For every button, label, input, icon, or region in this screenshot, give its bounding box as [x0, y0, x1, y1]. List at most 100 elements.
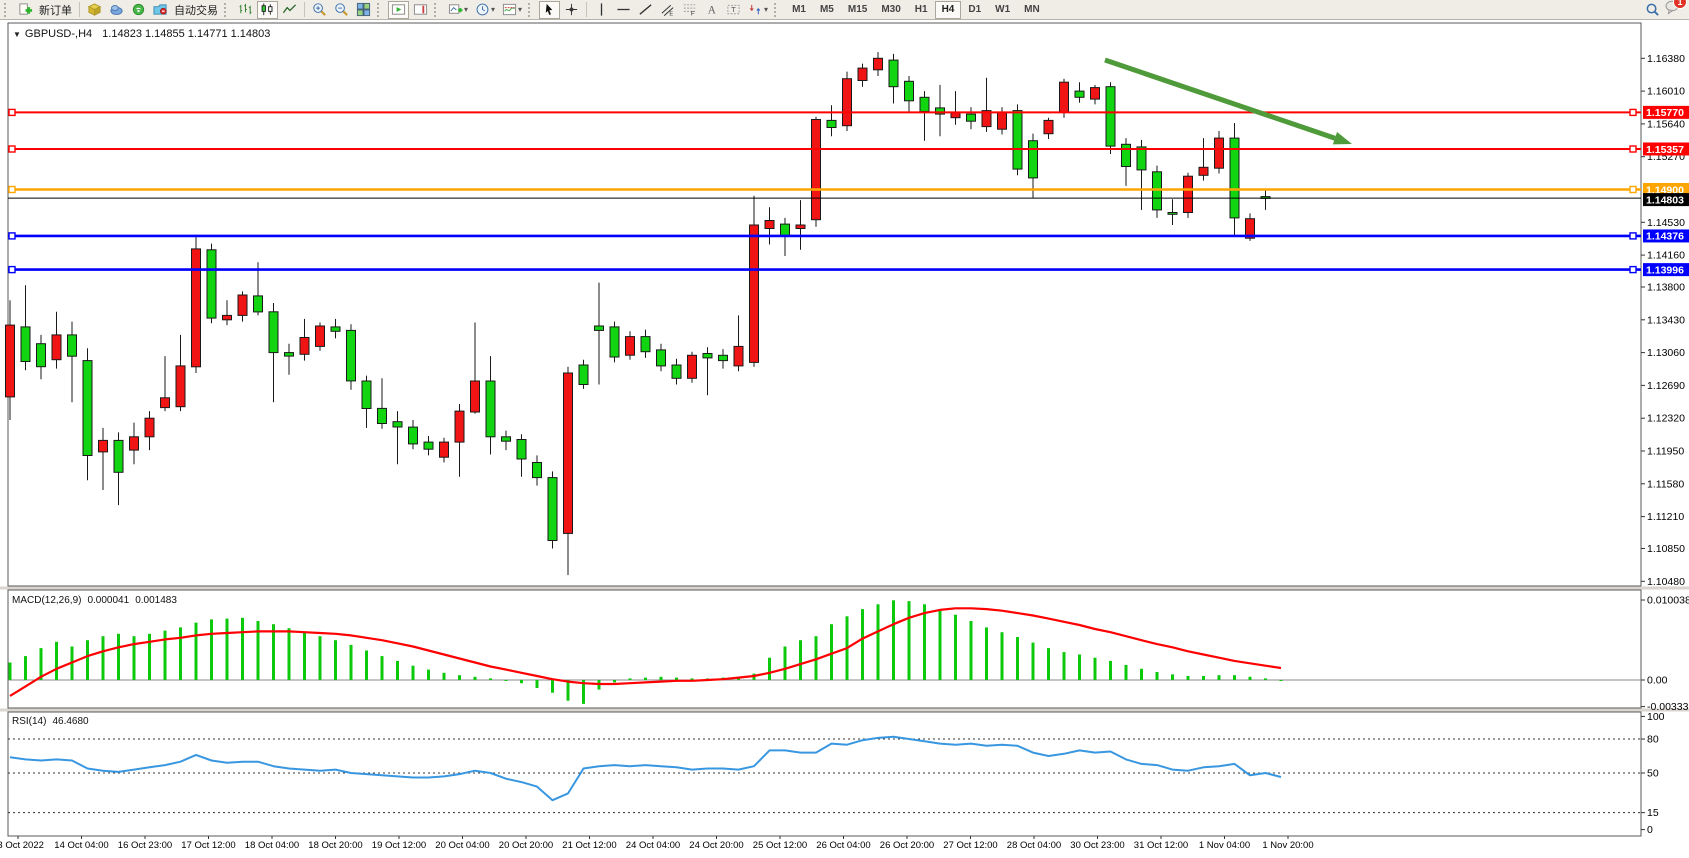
main-chart-panel [7, 22, 1642, 587]
macd-histogram-bar [194, 622, 198, 680]
candle [904, 76, 914, 112]
price-tick-label: 1.14530 [1647, 217, 1685, 229]
periods-button[interactable]: ▾ [472, 1, 498, 19]
macd-histogram-bar [1031, 642, 1035, 680]
trend-arrow[interactable] [1104, 57, 1336, 141]
line-handle[interactable] [8, 145, 16, 153]
date-label: 1 Nov 20:00 [1262, 840, 1313, 851]
candle [733, 315, 744, 372]
timeframe-m15[interactable]: M15 [841, 1, 874, 19]
candle [1028, 133, 1038, 199]
price-badge [1643, 193, 1689, 207]
channel-button[interactable]: E [657, 1, 678, 19]
zoom-in-button[interactable] [309, 1, 330, 19]
candle [439, 437, 449, 463]
tile-windows-button[interactable] [353, 1, 374, 19]
line-handle[interactable] [1629, 185, 1637, 194]
text-button[interactable]: A [701, 1, 722, 19]
line-handle[interactable] [8, 108, 16, 117]
chart-shift-button[interactable] [410, 1, 431, 19]
collapse-triangle-icon[interactable]: ▼ [13, 30, 21, 39]
candle [423, 435, 434, 456]
auto-scroll-button[interactable] [388, 0, 409, 19]
chat-button[interactable]: 1 [1664, 0, 1687, 20]
cursor-button[interactable] [539, 0, 561, 19]
autotrading-button[interactable] [150, 1, 171, 19]
macd-histogram-bar [628, 678, 632, 680]
timeframe-w1[interactable]: W1 [988, 1, 1017, 19]
line-handle[interactable] [1629, 108, 1637, 117]
macd-histogram-bar [1124, 664, 1128, 680]
candle [129, 422, 139, 465]
candlestick-chart-button[interactable] [257, 0, 278, 19]
candle [470, 322, 480, 414]
search-button[interactable] [1642, 1, 1663, 19]
toolbar: 新订单 自动交易 ▾ ▾ [0, 0, 1689, 20]
line-handle[interactable] [1629, 232, 1637, 240]
macd-tick-label: 0.010038 [1647, 595, 1689, 607]
timeframe-d1[interactable]: D1 [961, 1, 988, 19]
macd-histogram-bar [876, 604, 880, 680]
panel-splitter[interactable] [0, 708, 1689, 712]
date-label: 18 Oct 04:00 [245, 840, 299, 851]
candle [981, 77, 992, 132]
macd-label: MACD(12,26,9) 0.000041 0.001483 [12, 595, 177, 606]
macd-histogram-bar [489, 678, 492, 680]
candle [284, 343, 294, 375]
macd-histogram-bar [1248, 676, 1252, 680]
trend-arrow-head[interactable] [1332, 132, 1352, 145]
candle [1152, 165, 1162, 218]
indicators-button[interactable]: ▾ [445, 1, 471, 19]
line-handle[interactable] [8, 265, 16, 274]
trendline-button[interactable] [635, 1, 656, 19]
navigator-button[interactable] [106, 1, 127, 19]
fibonacci-icon: F [683, 4, 696, 17]
autotrading-label[interactable]: 自动交易 [174, 4, 218, 17]
line-handle[interactable] [8, 232, 16, 240]
candle [222, 300, 232, 326]
horizontal-line-button[interactable] [613, 1, 634, 19]
macd-histogram-bar [1016, 637, 1019, 680]
signals-button[interactable] [128, 1, 149, 19]
macd-histogram-bar [225, 618, 229, 680]
fibonacci-button[interactable]: F [679, 1, 700, 19]
line-handle[interactable] [8, 185, 16, 194]
macd-histogram-bar [24, 656, 27, 680]
price-tick-label: 1.11210 [1647, 511, 1684, 523]
macd-histogram-bar [1047, 648, 1050, 680]
line-chart-button[interactable] [279, 1, 300, 19]
new-order-label[interactable]: 新订单 [39, 4, 72, 17]
timeframe-h4[interactable]: H4 [934, 0, 962, 19]
timeframe-m5[interactable]: M5 [813, 1, 841, 19]
crosshair-button[interactable] [561, 1, 582, 19]
date-label: 27 Oct 12:00 [943, 840, 997, 851]
date-label: 18 Oct 20:00 [308, 840, 362, 851]
panel-splitter[interactable] [0, 586, 1689, 590]
candle [160, 356, 170, 412]
text-label-button[interactable]: T [723, 1, 744, 19]
candle [563, 366, 573, 576]
price-badge-label: 1.13996 [1646, 264, 1684, 276]
timeframe-h1[interactable]: H1 [908, 1, 935, 19]
date-label: 16 Oct 23:00 [118, 840, 172, 851]
new-order-button[interactable] [15, 1, 36, 19]
arrows-tool-button[interactable]: ▾ [745, 1, 771, 19]
candle [1214, 131, 1224, 174]
timeframe-mn[interactable]: MN [1017, 1, 1047, 19]
templates-button[interactable]: ▾ [499, 1, 525, 19]
macd-histogram-bar [1233, 675, 1236, 680]
bar-chart-button[interactable] [235, 1, 256, 19]
line-handle[interactable] [1629, 145, 1637, 153]
svg-text:E: E [669, 12, 673, 17]
zoom-out-button[interactable] [331, 1, 352, 19]
line-handle[interactable] [1629, 265, 1637, 274]
timeframe-m30[interactable]: M30 [874, 1, 907, 19]
macd-histogram-bar [287, 628, 291, 680]
data-window-button[interactable] [84, 1, 105, 19]
macd-histogram-bar [1186, 676, 1190, 680]
vertical-line-button[interactable] [591, 1, 612, 19]
macd-histogram-bar [365, 650, 368, 680]
timeframe-m1[interactable]: M1 [785, 1, 813, 19]
macd-histogram-bar [520, 680, 523, 684]
